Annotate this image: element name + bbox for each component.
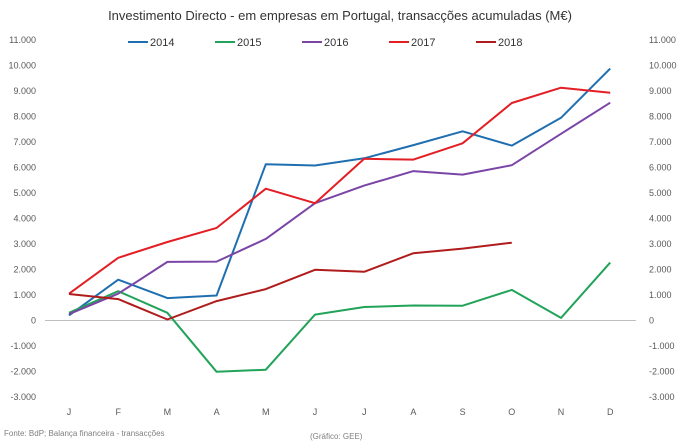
- y-tick-label-left: 4.000: [13, 214, 36, 224]
- y-tick-label-right: 9.000: [649, 86, 672, 96]
- y-tick-label-left: 5.000: [13, 188, 36, 198]
- y-tick-label-right: 5.000: [649, 188, 672, 198]
- y-tick-label-right: 1.000: [649, 290, 672, 300]
- legend-label-2016: 2016: [324, 37, 348, 49]
- y-tick-label-left: 0: [31, 316, 36, 326]
- y-tick-label-right: 7.000: [649, 137, 672, 147]
- y-tick-label-left: -3.000: [10, 392, 36, 402]
- y-tick-label-left: 2.000: [13, 265, 36, 275]
- x-tick-label: N: [558, 407, 565, 417]
- y-tick-label-right: -1.000: [649, 341, 675, 351]
- x-tick-label: J: [362, 407, 367, 417]
- chart-title: Investimento Directo - em empresas em Po…: [108, 8, 572, 23]
- y-tick-label-left: 11.000: [9, 35, 36, 45]
- y-axis-right: -3.000 -2.000 -1.000 0 1.000 2.000 3.000 4.000 5…: [649, 35, 677, 402]
- x-tick-label: J: [67, 407, 72, 417]
- y-tick-label-right: -2.000: [649, 367, 675, 377]
- y-axis-left: -3.000 -2.000 -1.000 0 1.000 2.000 3.000 4.000 5…: [8, 35, 36, 402]
- legend-label-2014: 2014: [150, 37, 174, 49]
- footer-credit: (Gráfico: GEE): [310, 432, 363, 441]
- x-tick-label: A: [214, 407, 220, 417]
- y-tick-label-left: -2.000: [10, 367, 36, 377]
- y-tick-label-right: 2.000: [649, 265, 672, 275]
- series-line-2017: [68, 86, 611, 295]
- legend-label-2018: 2018: [498, 37, 522, 49]
- y-tick-label-left: 6.000: [13, 163, 36, 173]
- y-tick-label-left: 9.000: [13, 86, 36, 96]
- y-tick-label-left: 3.000: [13, 239, 36, 249]
- footer-source: Fonte: BdP; Balança financeira - transac…: [4, 429, 165, 438]
- legend: 2014 2015 2016 2017 2018: [128, 37, 522, 49]
- series-line-2015: [68, 261, 611, 373]
- series-group: [68, 67, 611, 373]
- x-tick-label: A: [410, 407, 416, 417]
- legend-label-2017: 2017: [411, 37, 435, 49]
- y-tick-label-left: 7.000: [13, 137, 36, 147]
- y-tick-label-left: -1.000: [10, 341, 36, 351]
- y-tick-label-right: 11.000: [649, 35, 676, 45]
- y-tick-label-right: 4.000: [649, 214, 672, 224]
- y-tick-label-right: 3.000: [649, 239, 672, 249]
- x-tick-label: S: [460, 407, 466, 417]
- series-line-2018: [68, 241, 512, 321]
- y-tick-label-left: 8.000: [13, 112, 36, 122]
- x-tick-label: O: [508, 407, 515, 417]
- x-tick-label: M: [164, 407, 172, 417]
- y-tick-label-left: 10.000: [8, 61, 36, 71]
- x-tick-label: M: [262, 407, 270, 417]
- y-tick-label-right: 6.000: [649, 163, 672, 173]
- legend-label-2015: 2015: [237, 37, 261, 49]
- x-tick-label: F: [115, 407, 121, 417]
- y-tick-label-right: 8.000: [649, 112, 672, 122]
- x-tick-label: D: [607, 407, 614, 417]
- series-line-2016: [68, 101, 611, 316]
- y-tick-label-right: 10.000: [649, 61, 677, 71]
- y-tick-label-right: 0: [649, 316, 654, 326]
- y-tick-label-left: 1.000: [13, 290, 36, 300]
- y-tick-label-right: -3.000: [649, 392, 675, 402]
- series-line-2014: [68, 67, 611, 317]
- x-tick-label: J: [313, 407, 318, 417]
